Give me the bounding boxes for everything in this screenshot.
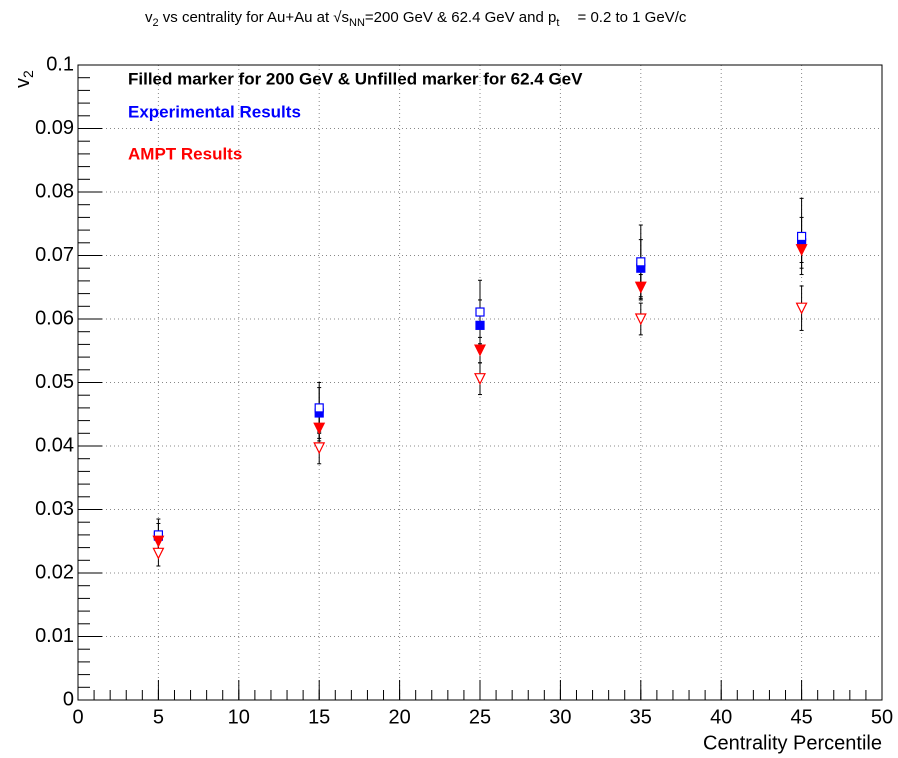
x-tick-label: 35 — [630, 706, 652, 728]
chart-title: v2 vs centrality for Au+Au at √sNN=200 G… — [145, 9, 687, 29]
marker-triangle — [474, 344, 486, 357]
x-tick-label: 45 — [790, 706, 812, 728]
marker-square — [475, 307, 485, 317]
y-tick-label: 0.07 — [35, 244, 74, 266]
marker-triangle — [313, 442, 326, 455]
y-tick-label: 0.09 — [35, 117, 74, 139]
marker-triangle — [152, 535, 165, 548]
title-subscript: NN — [349, 17, 365, 29]
y-tick-label: 0.06 — [35, 307, 74, 329]
title-part: √s — [333, 9, 349, 26]
marker-triangle — [152, 547, 165, 560]
title-subscript: 2 — [153, 17, 159, 29]
title-part: =200 GeV & 62.4 GeV and p — [365, 9, 556, 26]
y-tick-label: 0.08 — [35, 180, 74, 202]
annotation: Experimental Results — [128, 102, 301, 121]
x-tick-label: 40 — [710, 706, 732, 728]
x-tick-label: 30 — [549, 706, 571, 728]
title-subscript: t — [556, 17, 559, 29]
x-tick-label: 10 — [228, 706, 250, 728]
y-label-subscript: 2 — [20, 70, 36, 78]
x-tick-label: 5 — [153, 706, 164, 728]
marker-triangle — [795, 244, 808, 257]
title-part: v — [145, 9, 153, 26]
marker-triangle — [313, 422, 326, 435]
x-tick-label: 15 — [308, 706, 330, 728]
annotation: AMPT Results — [128, 144, 242, 163]
annotation: Filled marker for 200 GeV & Unfilled mar… — [128, 69, 583, 88]
title-part: = 0.2 to 1 GeV/c — [573, 9, 686, 26]
y-tick-label: 0.04 — [35, 434, 74, 456]
y-tick-label: 0.05 — [35, 371, 74, 393]
marker-square — [314, 403, 324, 413]
marker-triangle — [634, 313, 647, 326]
x-tick-label: 25 — [469, 706, 491, 728]
marker-square — [636, 257, 646, 267]
y-tick-label: 0.02 — [35, 561, 74, 583]
marker-square — [796, 231, 807, 242]
y-tick-label: 0 — [63, 688, 74, 710]
marker-triangle — [795, 302, 808, 315]
x-axis-label: Centrality Percentile — [703, 732, 882, 754]
x-tick-label: 50 — [871, 706, 893, 728]
marker-square — [475, 320, 485, 330]
marker-triangle — [634, 281, 647, 294]
y-tick-label: 0.03 — [35, 498, 74, 520]
y-tick-label: 0.01 — [35, 625, 74, 647]
y-tick-label: 0.1 — [46, 53, 74, 75]
marker-triangle — [474, 373, 486, 386]
x-tick-label: 20 — [388, 706, 410, 728]
y-label-part: v — [12, 78, 34, 88]
title-part: vs centrality for Au+Au at — [159, 9, 334, 26]
x-tick-label: 0 — [72, 706, 83, 728]
y-axis-label: v2 — [12, 70, 35, 88]
